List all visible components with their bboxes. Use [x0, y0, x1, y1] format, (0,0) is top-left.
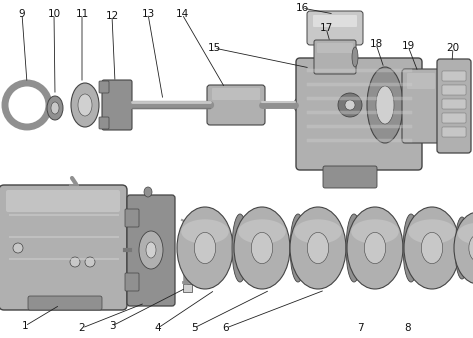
Ellipse shape [78, 94, 92, 116]
Ellipse shape [181, 219, 229, 244]
Text: 7: 7 [357, 323, 363, 333]
Text: 20: 20 [447, 43, 460, 53]
FancyBboxPatch shape [314, 40, 356, 74]
FancyBboxPatch shape [6, 190, 120, 212]
Text: 1: 1 [22, 321, 28, 331]
Ellipse shape [290, 214, 306, 282]
Text: 17: 17 [319, 23, 333, 33]
Ellipse shape [71, 83, 99, 127]
Text: 15: 15 [207, 43, 220, 53]
Ellipse shape [455, 217, 469, 279]
FancyBboxPatch shape [212, 88, 260, 100]
Ellipse shape [51, 102, 59, 114]
Ellipse shape [47, 96, 63, 120]
Ellipse shape [146, 242, 156, 258]
Text: 9: 9 [19, 9, 26, 19]
Text: 11: 11 [75, 9, 88, 19]
Ellipse shape [294, 98, 302, 112]
Text: 3: 3 [109, 321, 115, 331]
FancyBboxPatch shape [127, 195, 175, 306]
FancyBboxPatch shape [125, 209, 139, 227]
FancyBboxPatch shape [402, 69, 440, 143]
Text: 19: 19 [402, 41, 415, 51]
FancyBboxPatch shape [0, 185, 127, 310]
Ellipse shape [144, 187, 152, 197]
FancyBboxPatch shape [28, 296, 102, 310]
Ellipse shape [290, 207, 346, 289]
Ellipse shape [454, 212, 473, 284]
FancyBboxPatch shape [442, 85, 466, 95]
Ellipse shape [347, 207, 403, 289]
Ellipse shape [421, 233, 443, 264]
Ellipse shape [351, 219, 399, 244]
Text: 8: 8 [405, 323, 412, 333]
Ellipse shape [367, 67, 403, 143]
Ellipse shape [232, 214, 248, 282]
Text: 14: 14 [175, 9, 189, 19]
Ellipse shape [346, 214, 362, 282]
Circle shape [13, 243, 23, 253]
FancyBboxPatch shape [442, 71, 466, 81]
Circle shape [345, 100, 355, 110]
Text: 2: 2 [79, 323, 85, 333]
FancyBboxPatch shape [323, 166, 377, 188]
Ellipse shape [194, 233, 216, 264]
FancyBboxPatch shape [102, 80, 132, 130]
Text: 12: 12 [105, 11, 119, 21]
Ellipse shape [404, 207, 460, 289]
Text: 18: 18 [369, 39, 383, 49]
FancyBboxPatch shape [99, 81, 109, 93]
Ellipse shape [364, 233, 385, 264]
Ellipse shape [469, 234, 473, 262]
Text: 10: 10 [47, 9, 61, 19]
FancyBboxPatch shape [437, 59, 471, 153]
FancyBboxPatch shape [442, 113, 466, 123]
FancyBboxPatch shape [407, 73, 435, 89]
FancyBboxPatch shape [442, 127, 466, 137]
Text: 13: 13 [141, 9, 155, 19]
FancyBboxPatch shape [307, 11, 363, 45]
Ellipse shape [234, 207, 290, 289]
FancyBboxPatch shape [317, 43, 353, 53]
Ellipse shape [403, 214, 419, 282]
FancyBboxPatch shape [207, 85, 265, 125]
Ellipse shape [307, 233, 329, 264]
Ellipse shape [457, 223, 473, 244]
Ellipse shape [238, 219, 286, 244]
Ellipse shape [408, 219, 456, 244]
Ellipse shape [177, 207, 233, 289]
Ellipse shape [352, 47, 358, 67]
FancyBboxPatch shape [296, 58, 422, 170]
FancyBboxPatch shape [125, 273, 139, 291]
Circle shape [338, 93, 362, 117]
Ellipse shape [139, 231, 163, 269]
Circle shape [70, 257, 80, 267]
Circle shape [85, 257, 95, 267]
FancyBboxPatch shape [442, 99, 466, 109]
Text: 16: 16 [295, 3, 308, 13]
Ellipse shape [376, 86, 394, 124]
Text: 4: 4 [155, 323, 161, 333]
FancyBboxPatch shape [99, 117, 109, 129]
Text: 5: 5 [191, 323, 197, 333]
Text: 6: 6 [223, 323, 229, 333]
FancyBboxPatch shape [183, 284, 192, 291]
Ellipse shape [251, 233, 272, 264]
FancyBboxPatch shape [313, 15, 357, 27]
Ellipse shape [294, 219, 342, 244]
